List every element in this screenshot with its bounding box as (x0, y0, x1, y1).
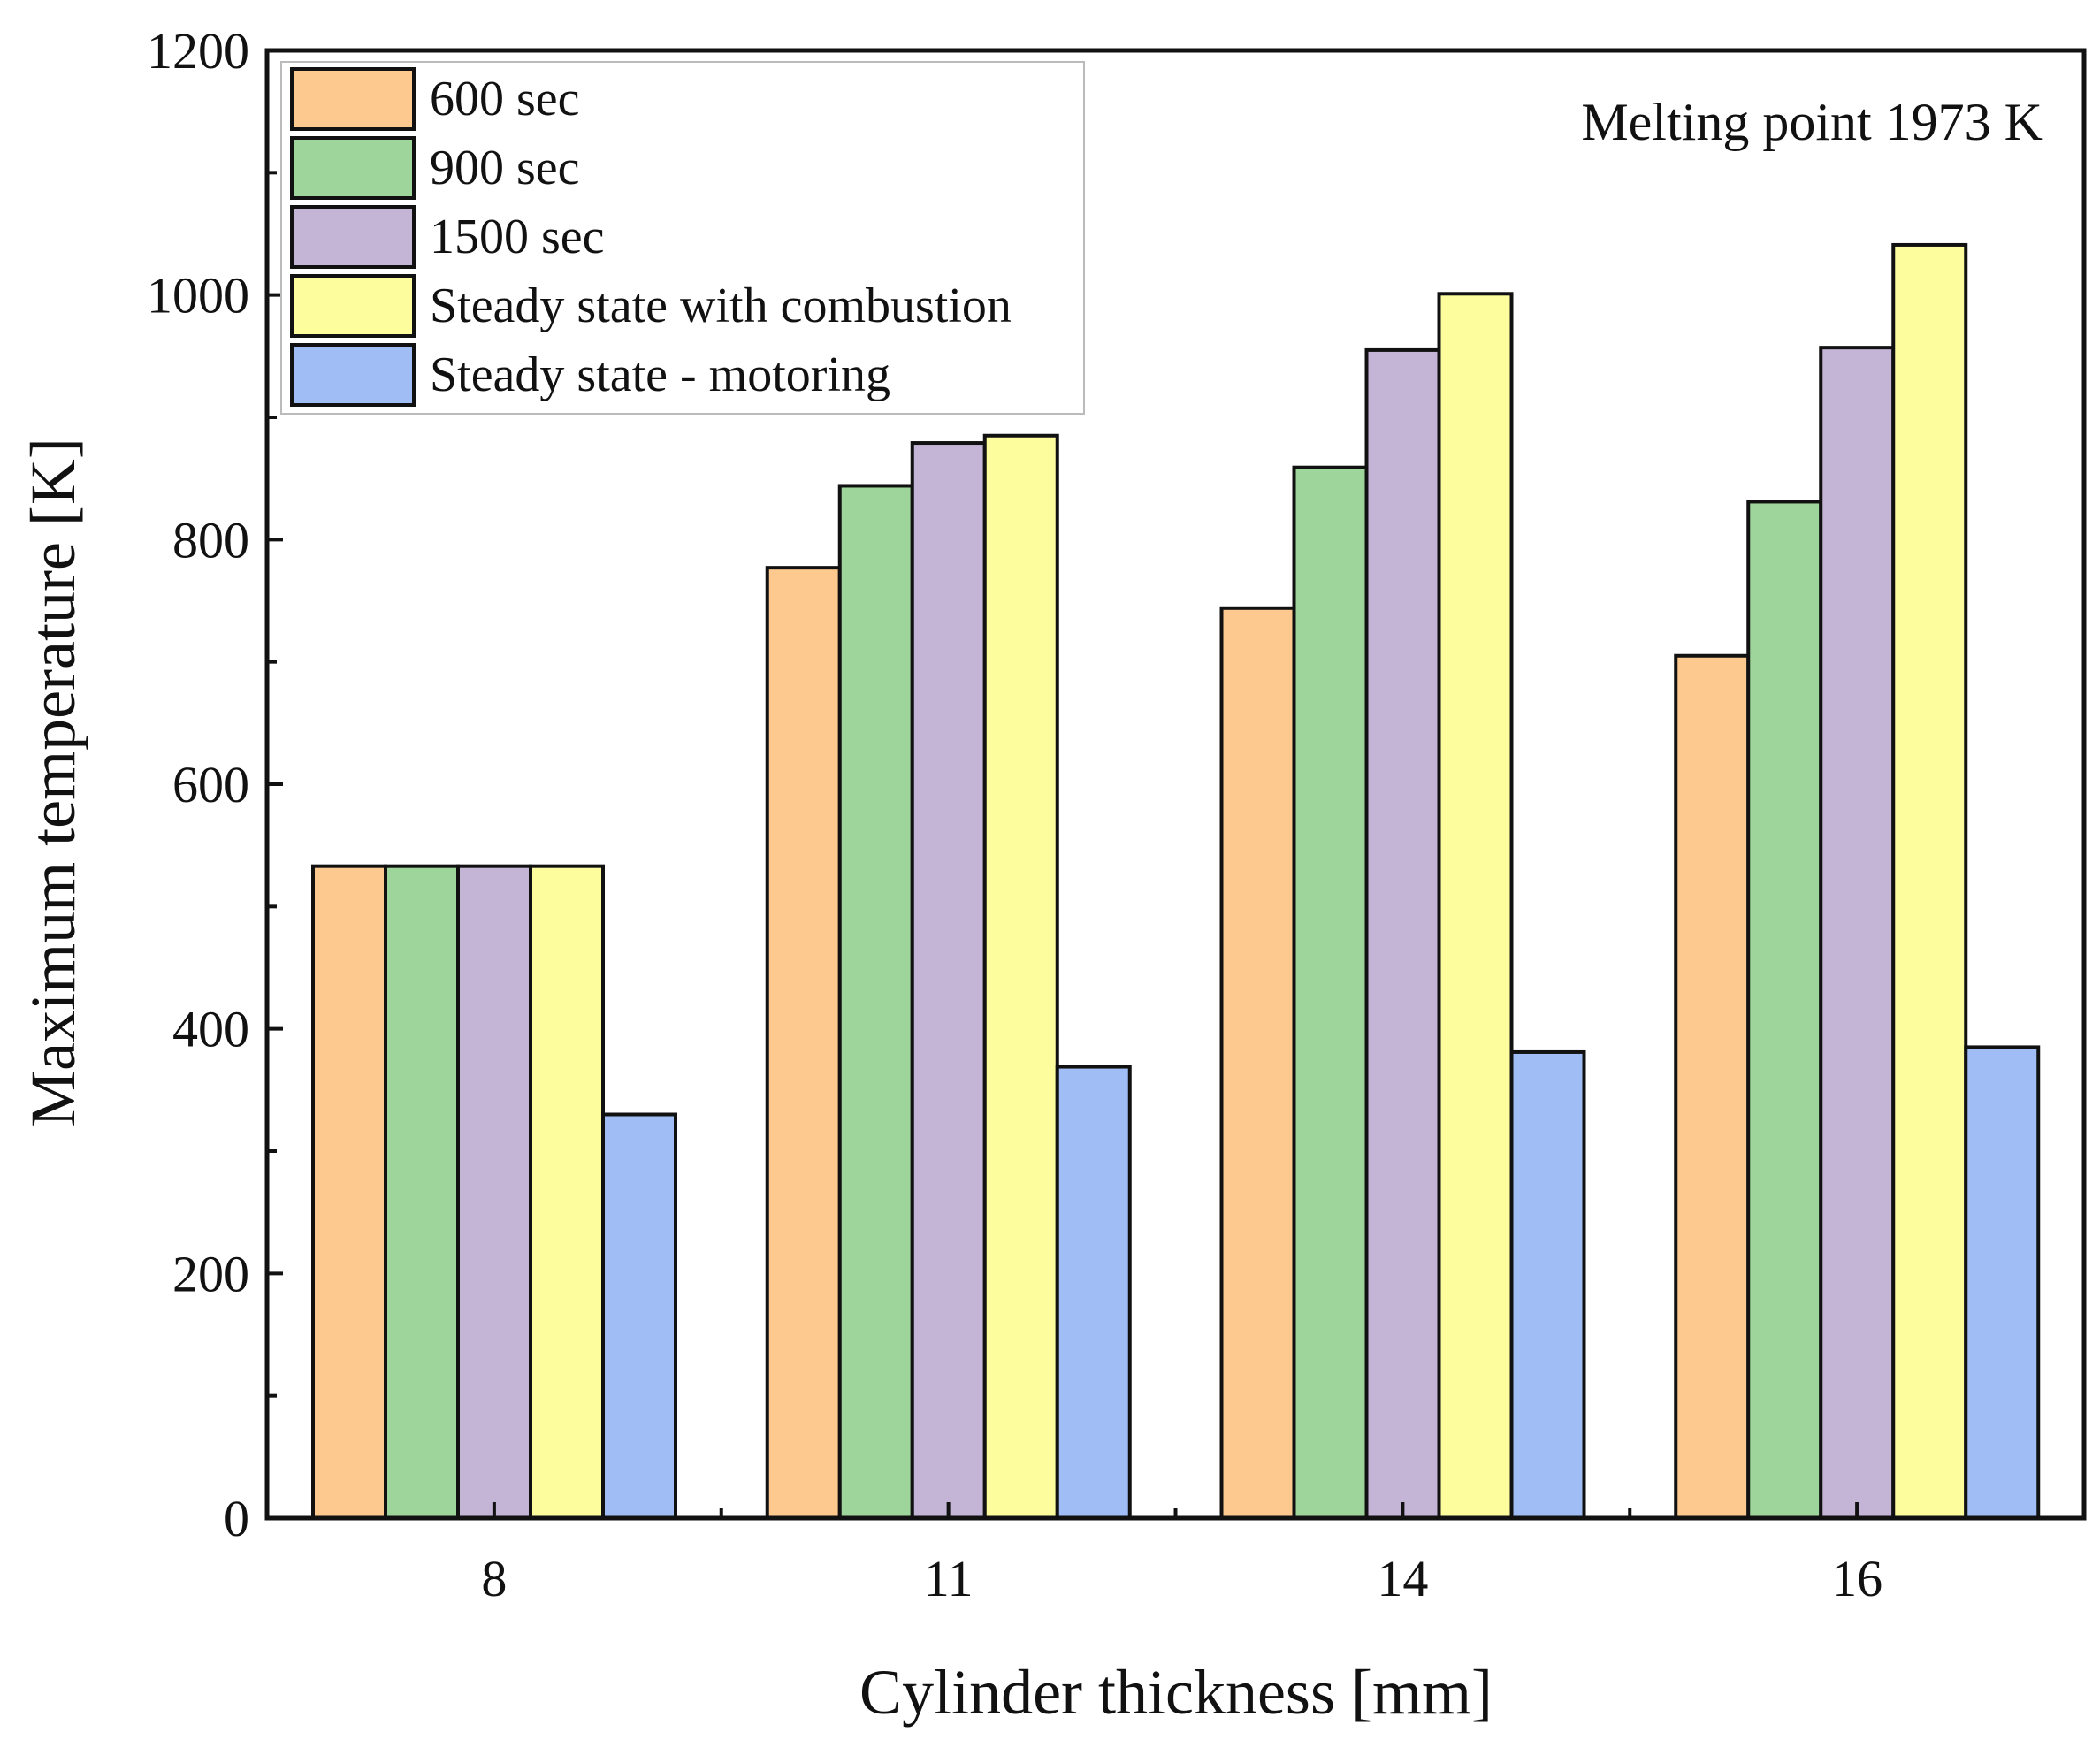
bars-layer (311, 242, 2041, 1521)
legend-label-series-3: 1500 sec (430, 210, 605, 264)
legend: 600 sec 900 sec 1500 sec Steady state with … (280, 61, 1085, 415)
bar-14-series-3 (1364, 347, 1441, 1521)
legend-label-series-2: 900 sec (430, 141, 580, 195)
bar-8-series-4 (529, 864, 605, 1520)
bar-8-series-2 (384, 864, 460, 1520)
x-tick-label-8: 8 (481, 1550, 507, 1607)
legend-label-series-5: Steady state - motoring (430, 347, 890, 402)
y-tick-label-600: 600 (172, 756, 249, 813)
y-tick-label-1200: 1200 (147, 22, 249, 80)
bar-14-series-5 (1509, 1049, 1586, 1520)
x-tick-label-11: 11 (924, 1550, 974, 1607)
bar-11-series-3 (910, 441, 987, 1520)
bar-16-series-5 (1964, 1045, 2041, 1520)
bar-16-series-2 (1746, 500, 1823, 1521)
bar-11-series-4 (982, 433, 1059, 1520)
legend-swatch-series-5 (290, 343, 416, 407)
bar-14-series-4 (1437, 292, 1514, 1520)
legend-swatch-series-2 (290, 136, 416, 200)
axes-layer: 0 200 400 600 800 1000 1200 8 11 14 16 (147, 22, 2087, 1607)
legend-label-series-4: Steady state with combustion (430, 279, 1012, 333)
melting-point-annotation: Melting point 1973 K (1581, 93, 2043, 151)
bar-8-series-3 (456, 864, 532, 1520)
legend-label-series-1: 600 sec (430, 72, 580, 126)
bar-11-series-5 (1055, 1065, 1132, 1521)
bar-14-series-2 (1292, 465, 1369, 1520)
bar-16-series-4 (1891, 242, 1968, 1521)
y-axis-title: Maximum temperature [K] (18, 438, 88, 1127)
y-tick-label-0: 0 (224, 1490, 249, 1547)
x-tick-label-14: 14 (1377, 1550, 1428, 1607)
x-axis-title: Cylinder thickness [mm] (859, 1657, 1493, 1728)
bar-16-series-3 (1819, 346, 1896, 1520)
bar-11-series-2 (837, 484, 914, 1520)
x-tick-label-16: 16 (1831, 1550, 1882, 1607)
bar-8-series-5 (601, 1112, 677, 1520)
bar-8-series-1 (311, 864, 387, 1520)
y-tick-label-800: 800 (172, 511, 249, 569)
legend-swatch-series-3 (290, 205, 416, 269)
y-tick-label-400: 400 (172, 1001, 249, 1058)
bar-11-series-1 (765, 566, 842, 1520)
y-tick-label-200: 200 (172, 1245, 249, 1302)
bar-14-series-1 (1219, 606, 1296, 1520)
legend-swatch-series-4 (290, 274, 416, 338)
bar-16-series-1 (1674, 653, 1751, 1520)
y-tick-label-1000: 1000 (147, 267, 249, 324)
legend-swatch-series-1 (290, 67, 416, 131)
